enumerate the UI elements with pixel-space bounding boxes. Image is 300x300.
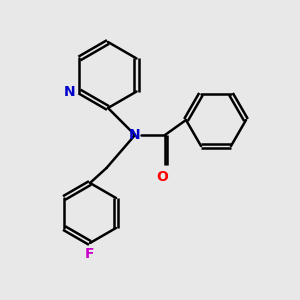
- Text: O: O: [156, 170, 168, 184]
- Text: F: F: [85, 248, 95, 262]
- Text: N: N: [63, 85, 75, 98]
- Text: N: N: [129, 128, 141, 142]
